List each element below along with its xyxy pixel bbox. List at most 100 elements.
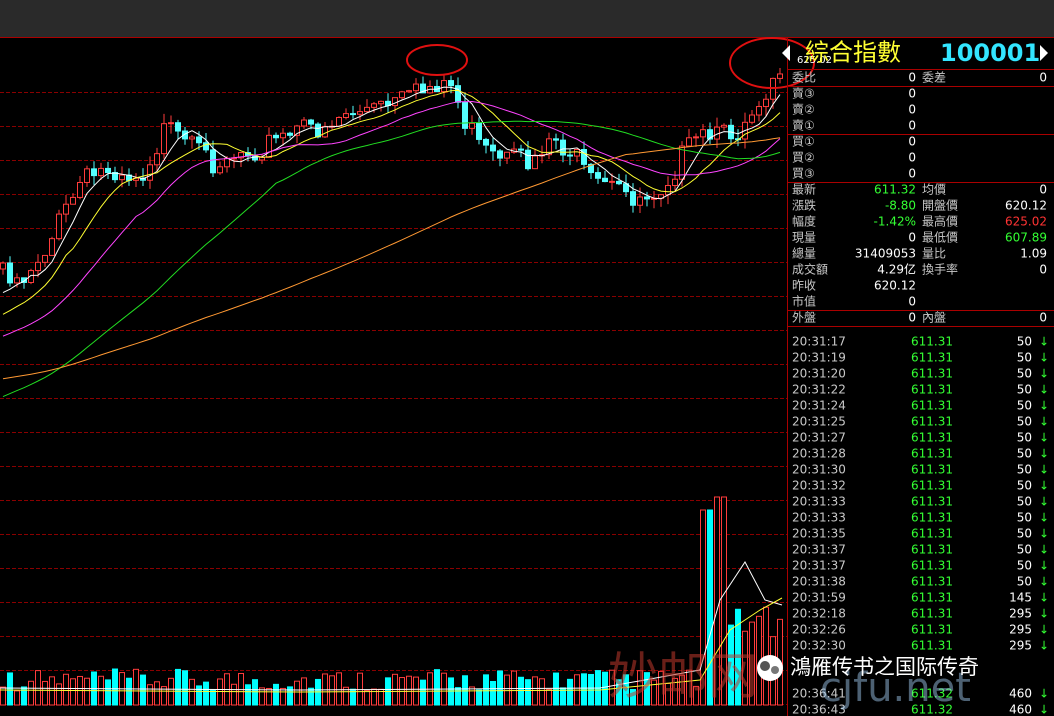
watermark-site: 妙邮网 bbox=[608, 648, 758, 706]
candle-body bbox=[581, 149, 587, 165]
volume-bar bbox=[42, 680, 48, 706]
volume-bar bbox=[245, 684, 251, 706]
candle-body bbox=[175, 122, 181, 132]
watermark-account: 鴻雁传书之国际传奇 bbox=[790, 655, 979, 679]
tick-volume: 50 bbox=[1017, 351, 1032, 365]
candle-body bbox=[168, 122, 174, 125]
tick-volume: 50 bbox=[1017, 543, 1032, 557]
tick-volume: 460 bbox=[1009, 687, 1032, 701]
tick-time: 20:32:26 bbox=[792, 623, 846, 637]
tick-direction: ↓ bbox=[1039, 351, 1049, 365]
candle-body bbox=[196, 136, 202, 144]
tick-time: 20:31:38 bbox=[792, 575, 846, 589]
tick-direction: ↓ bbox=[1039, 623, 1049, 637]
volume-bar bbox=[21, 686, 27, 706]
candle-body bbox=[518, 148, 524, 151]
volume-bar bbox=[476, 689, 482, 706]
volume-bar bbox=[749, 621, 755, 706]
tick-price: 611.32 bbox=[911, 687, 953, 701]
volume-bar bbox=[602, 671, 608, 706]
tick-direction: ↓ bbox=[1039, 431, 1049, 445]
candle-body bbox=[210, 149, 216, 174]
candle-body bbox=[161, 123, 167, 155]
next-arrow[interactable] bbox=[1040, 45, 1048, 61]
volume-bar bbox=[343, 686, 349, 706]
tick-volume: 50 bbox=[1017, 559, 1032, 573]
tick-volume: 295 bbox=[1009, 623, 1032, 637]
field-value: 0 bbox=[908, 311, 916, 325]
wechat-icon-dot bbox=[760, 661, 770, 671]
candle-body bbox=[56, 213, 62, 240]
field-label: 賣① bbox=[792, 118, 815, 133]
tick-volume: 50 bbox=[1017, 415, 1032, 429]
tick-volume: 50 bbox=[1017, 367, 1032, 381]
candle-body bbox=[679, 145, 685, 180]
candle-body bbox=[252, 155, 258, 161]
tick-time: 20:31:35 bbox=[792, 527, 846, 541]
volume-bar bbox=[553, 672, 559, 706]
volume-bar bbox=[707, 509, 713, 706]
candle-body bbox=[91, 168, 97, 177]
volume-bar bbox=[126, 677, 132, 706]
volume-bar bbox=[672, 677, 678, 706]
field-label: 外盤 bbox=[792, 311, 816, 325]
volume-bar bbox=[280, 687, 286, 706]
volume-bar bbox=[364, 690, 370, 706]
tick-time: 20:31:33 bbox=[792, 495, 846, 509]
candle-body bbox=[525, 149, 531, 170]
candle-body bbox=[14, 277, 20, 284]
tick-time: 20:31:32 bbox=[792, 479, 846, 493]
volume-bar bbox=[539, 678, 545, 706]
field-label: 內盤 bbox=[922, 311, 946, 325]
candle-body bbox=[469, 122, 475, 129]
volume-bar bbox=[546, 688, 552, 706]
field-label: 量比 bbox=[922, 247, 946, 261]
field-label: 最新 bbox=[792, 182, 816, 197]
tick-direction: ↓ bbox=[1039, 543, 1049, 557]
candle-body bbox=[70, 196, 76, 205]
field-value: 4.29亿 bbox=[877, 262, 916, 277]
candle-body bbox=[189, 136, 195, 140]
prev-arrow[interactable] bbox=[782, 45, 790, 61]
candle-body bbox=[308, 119, 314, 125]
candle-body bbox=[217, 166, 223, 174]
quote-panel: 625.02 綜合指數 100001 委比 0 委差 0 賣③ 0 賣② 0 賣① 0 買① 0 買② 0… bbox=[782, 39, 1054, 716]
candle-body bbox=[707, 129, 713, 140]
volume-bar bbox=[658, 670, 664, 706]
volume-bar bbox=[581, 673, 587, 706]
field-label: 成交額 bbox=[792, 262, 828, 277]
field-value: 31409053 bbox=[855, 247, 916, 261]
candle-body bbox=[378, 100, 384, 105]
moving-average bbox=[2, 120, 781, 398]
candle-body bbox=[672, 178, 678, 187]
tick-price: 611.31 bbox=[911, 463, 953, 477]
watermark-url: cjfu.net bbox=[820, 665, 971, 711]
volume-bar bbox=[7, 672, 13, 706]
tick-direction: ↓ bbox=[1039, 463, 1049, 477]
tick-direction: ↓ bbox=[1039, 591, 1049, 605]
candle-body bbox=[273, 134, 279, 139]
candle-body bbox=[371, 103, 377, 108]
candle-body bbox=[224, 157, 230, 168]
candle-body bbox=[560, 139, 566, 156]
field-value: 620.12 bbox=[874, 279, 916, 293]
tick-time: 20:31:30 bbox=[792, 463, 846, 477]
field-label: 均價 bbox=[922, 183, 946, 197]
volume-bar bbox=[721, 496, 727, 706]
tick-price: 611.31 bbox=[911, 351, 953, 365]
volume-bar bbox=[203, 681, 209, 706]
volume-bar bbox=[490, 681, 496, 706]
tick-volume: 50 bbox=[1017, 463, 1032, 477]
volume-bar bbox=[609, 669, 615, 706]
candle-body bbox=[280, 132, 286, 139]
watermark: 妙邮网 cjfu.net 鴻雁传书之国际传奇 bbox=[608, 648, 979, 712]
volume-bar bbox=[700, 509, 706, 706]
tick-volume: 145 bbox=[1009, 591, 1032, 605]
volume-bar bbox=[140, 674, 146, 706]
volume-bar bbox=[231, 683, 237, 706]
tick-time: 20:31:25 bbox=[792, 415, 846, 429]
tick-time: 20:31:27 bbox=[792, 431, 846, 445]
high-label: 625.02 bbox=[797, 55, 832, 66]
candle-body bbox=[84, 168, 90, 183]
